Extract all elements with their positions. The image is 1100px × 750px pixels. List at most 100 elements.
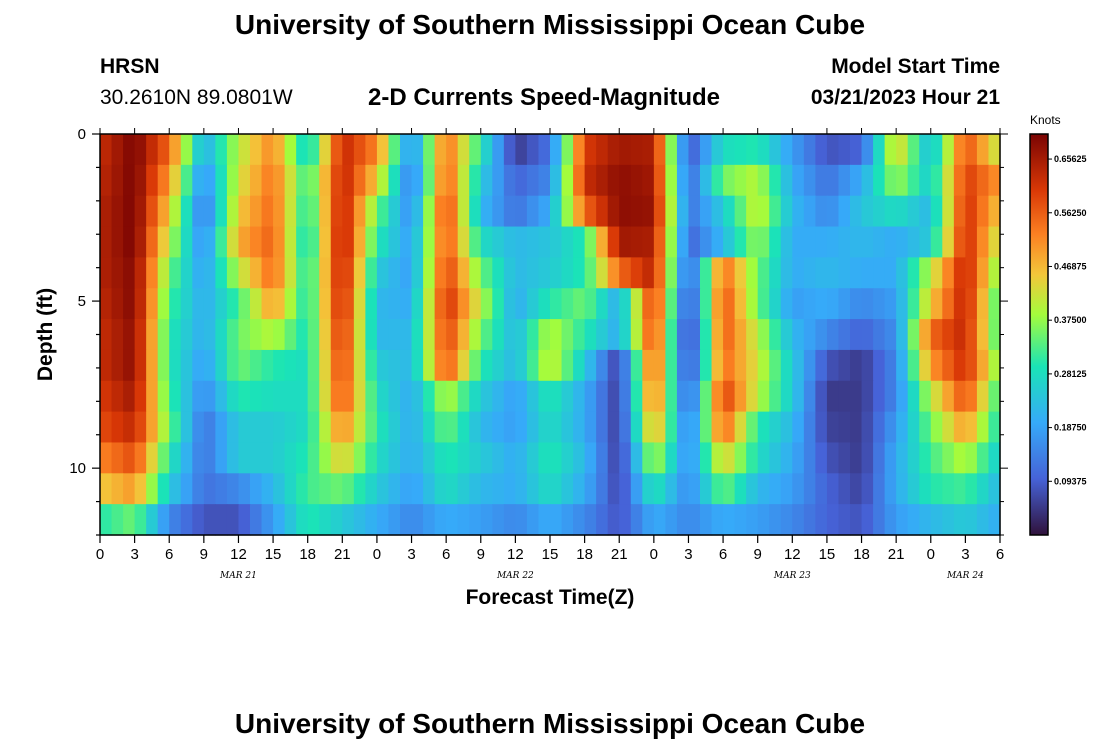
- heat-cell: [584, 349, 597, 382]
- heat-cell: [711, 257, 724, 289]
- heat-cell: [134, 134, 147, 166]
- heat-cell: [307, 411, 320, 444]
- heat-cell: [296, 504, 309, 536]
- heat-cell: [873, 473, 886, 505]
- heat-cell: [526, 411, 540, 444]
- heat-cell: [665, 257, 678, 289]
- heat-cell: [480, 164, 493, 197]
- heat-cell: [157, 504, 170, 536]
- heat-cell: [446, 134, 459, 166]
- heat-cell: [780, 504, 793, 536]
- heat-cell: [861, 226, 874, 258]
- heat-cell: [642, 319, 655, 351]
- heat-cell: [434, 288, 447, 320]
- heat-cell: [700, 411, 713, 444]
- heat-cell: [215, 195, 228, 228]
- heat-cell: [319, 226, 332, 258]
- heat-cell: [319, 288, 332, 320]
- heat-cell: [873, 411, 886, 444]
- heat-cell: [446, 164, 459, 197]
- heat-cell: [723, 442, 736, 474]
- heat-cell: [711, 504, 724, 536]
- heat-cell: [434, 411, 447, 444]
- heat-cell: [330, 442, 343, 474]
- heat-cell: [596, 349, 609, 382]
- heat-cell: [180, 195, 193, 228]
- heat-cell: [226, 134, 240, 166]
- heat-cell: [180, 504, 193, 536]
- heat-cell: [850, 442, 863, 474]
- heat-cell: [226, 411, 240, 444]
- heat-cell: [630, 349, 643, 382]
- heat-cell: [700, 349, 713, 382]
- heat-cell: [492, 473, 505, 505]
- heat-cell: [826, 134, 840, 166]
- y-axis: 0 5 10: [69, 126, 1008, 536]
- heat-cell: [630, 195, 643, 228]
- heat-cell: [976, 134, 990, 166]
- heat-cell: [550, 226, 563, 258]
- heat-cell: [100, 473, 113, 505]
- heat-cell: [457, 380, 470, 413]
- heat-cell: [711, 319, 724, 351]
- heat-cell: [642, 380, 655, 413]
- heat-cell: [226, 349, 240, 382]
- heat-cell: [400, 195, 413, 228]
- heat-cell: [123, 504, 136, 536]
- heat-cell: [550, 195, 563, 228]
- heat-cell: [665, 411, 678, 444]
- heat-cell: [296, 411, 309, 444]
- heat-cell: [665, 164, 678, 197]
- heat-cell: [111, 257, 124, 289]
- heat-cell: [965, 195, 978, 228]
- heat-cell: [988, 473, 1001, 505]
- heat-cell: [515, 164, 528, 197]
- heat-cell: [100, 411, 113, 444]
- heat-cell: [688, 473, 701, 505]
- heat-cell: [492, 319, 505, 351]
- heat-cell: [180, 380, 193, 413]
- x-tick-label: 12: [230, 546, 247, 563]
- heat-cell: [261, 257, 274, 289]
- heat-cell: [769, 319, 782, 351]
- heat-cell: [169, 504, 182, 536]
- heat-cell: [526, 164, 540, 197]
- heat-cell: [561, 134, 574, 166]
- heat-cell: [792, 164, 805, 197]
- heat-cell: [423, 473, 436, 505]
- heat-cell: [965, 319, 978, 351]
- heat-cell: [676, 442, 690, 474]
- heat-cell: [734, 134, 747, 166]
- heat-cell: [907, 380, 920, 413]
- heat-cell: [630, 442, 643, 474]
- heat-cell: [642, 442, 655, 474]
- heat-cell: [930, 319, 943, 351]
- heat-cell: [365, 257, 378, 289]
- heat-cell: [353, 349, 366, 382]
- heat-cell: [907, 195, 920, 228]
- heat-cell: [238, 319, 251, 351]
- x-tick-label: 3: [407, 546, 415, 563]
- heat-cell: [400, 442, 413, 474]
- heat-cell: [723, 257, 736, 289]
- heat-cell: [261, 473, 274, 505]
- heat-cell: [573, 226, 586, 258]
- heat-cell: [400, 226, 413, 258]
- heat-cell: [942, 257, 955, 289]
- heat-cell: [757, 226, 770, 258]
- heat-cell: [330, 226, 343, 258]
- heat-cell: [250, 164, 263, 197]
- heat-cell: [884, 473, 897, 505]
- heat-cell: [919, 288, 932, 320]
- heat-cell: [861, 411, 874, 444]
- heat-cell: [376, 504, 390, 536]
- heat-cell: [907, 134, 920, 166]
- heat-cell: [573, 380, 586, 413]
- heat-cell: [642, 195, 655, 228]
- heat-cell: [342, 226, 355, 258]
- heat-cell: [538, 380, 551, 413]
- heat-cell: [907, 411, 920, 444]
- heat-cell: [607, 504, 620, 536]
- heat-cell: [573, 442, 586, 474]
- heat-cell: [792, 380, 805, 413]
